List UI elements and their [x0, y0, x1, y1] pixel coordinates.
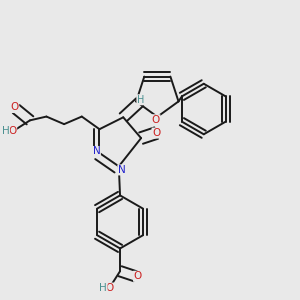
Text: H: H [2, 126, 10, 136]
Text: O: O [134, 271, 142, 281]
Text: O: O [152, 128, 160, 138]
Text: H: H [137, 95, 144, 105]
Text: O: O [152, 115, 160, 125]
Text: N: N [118, 165, 126, 175]
Text: N: N [93, 146, 101, 157]
Text: O: O [106, 283, 114, 293]
Text: O: O [8, 126, 17, 136]
Text: O: O [11, 103, 19, 112]
Text: H: H [99, 283, 107, 293]
